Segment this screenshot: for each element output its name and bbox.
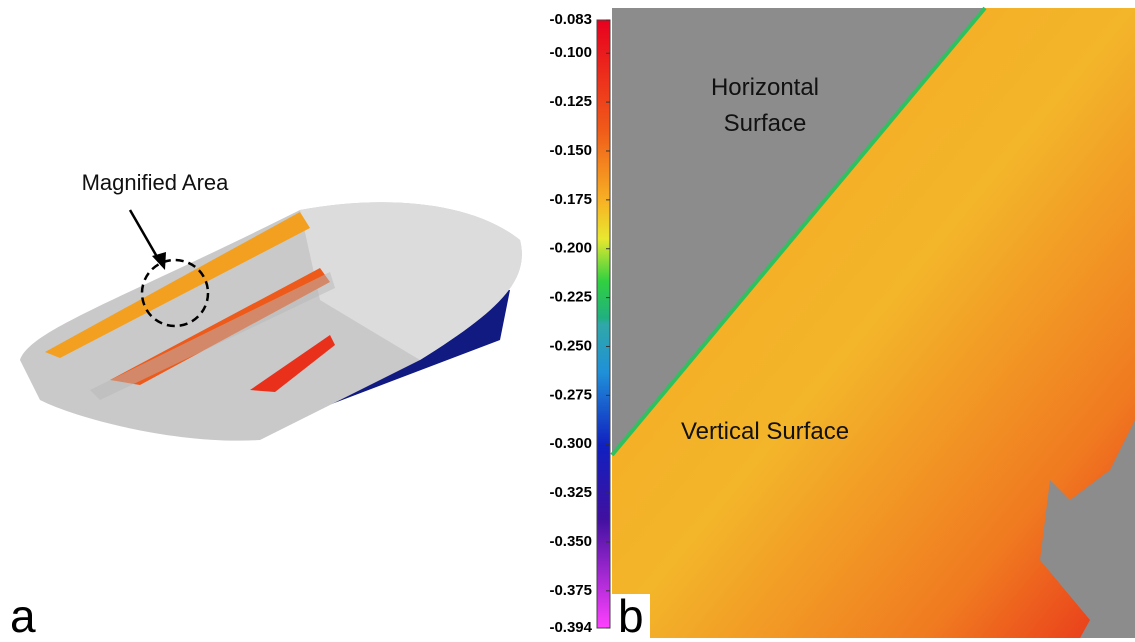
tick-label: -0.275 [549,386,592,403]
tick-label: -0.325 [549,484,592,501]
tick-label: -0.100 [549,44,592,61]
figure: -0.083 -0.100 -0.125 -0.150 -0.175 -0.200 -0.2… [0,0,1135,638]
tick-label: -0.083 [549,11,592,28]
object-3d [20,202,522,440]
annotation: Magnified Area [40,165,270,201]
tick-label: -0.250 [549,337,592,354]
tick-label: -0.350 [549,533,592,550]
panel-label: a [4,594,42,638]
tick-label: -0.375 [549,582,592,599]
tick-label: -0.175 [549,191,592,208]
tick-label: -0.125 [549,93,592,110]
vertical-label: Vertical Surface [670,414,860,450]
panel-label: b [612,594,650,638]
tick-label: -0.150 [549,142,592,159]
tick-label: -0.200 [549,240,592,257]
tick-label: -0.225 [549,289,592,306]
tick-label: -0.394 [549,619,592,636]
page: -0.083 -0.100 -0.125 -0.150 -0.175 -0.200 -0.2… [0,0,1135,638]
tick-label: -0.300 [549,435,592,452]
horizontal-label: Horizontal Surface [670,70,860,142]
colorbar [597,20,610,628]
